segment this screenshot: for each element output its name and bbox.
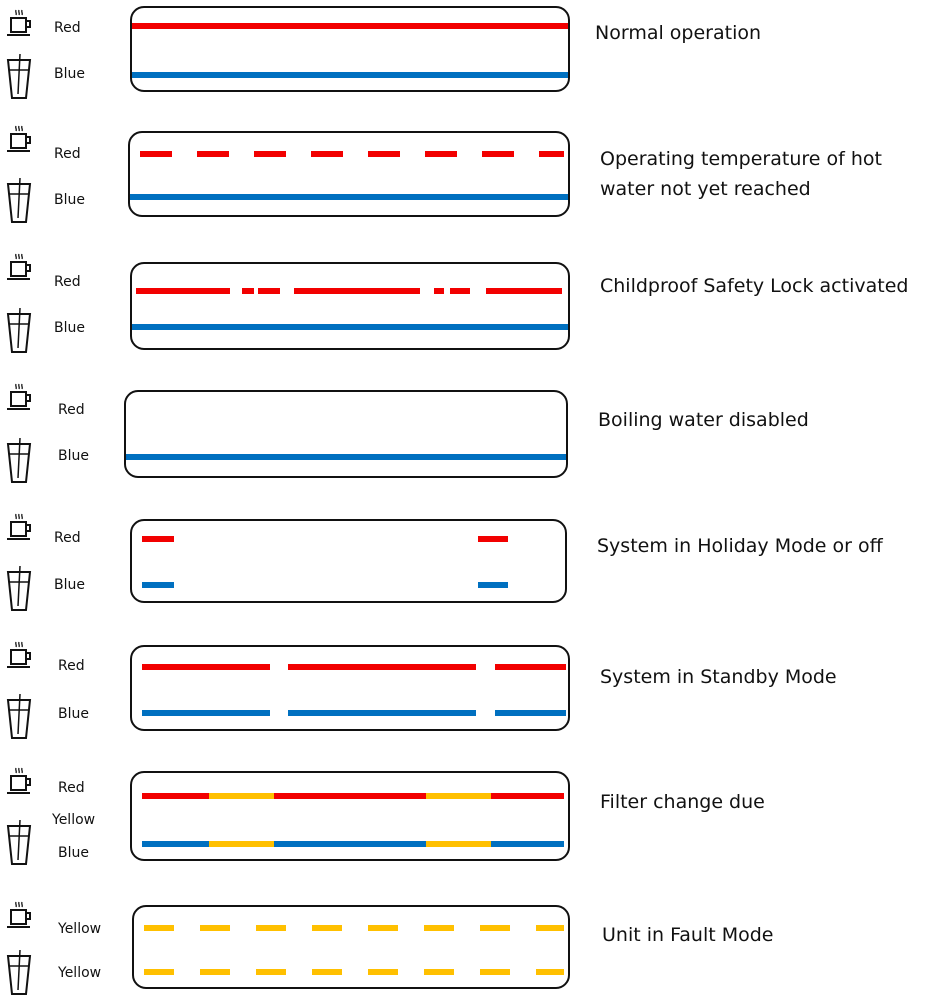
color-label: Yellow (58, 921, 101, 937)
hot-cup-icon (4, 900, 36, 932)
light-strip-red (132, 23, 568, 29)
color-label: Red (58, 780, 85, 796)
light-strip-red-dashed (140, 151, 564, 157)
light-segment-red (142, 536, 174, 542)
color-label: Blue (58, 706, 89, 722)
light-segment-blue (142, 582, 174, 588)
status-description: Childproof Safety Lock activated (600, 271, 908, 301)
light-strip-blue (130, 194, 568, 200)
status-description: Boiling water disabled (598, 405, 809, 435)
color-label: Red (58, 658, 85, 674)
light-segment-blue (495, 710, 566, 716)
indicator-panel (130, 6, 570, 92)
light-segment-blue (478, 582, 508, 588)
indicator-panel (130, 519, 567, 603)
water-glass-icon (6, 436, 32, 484)
color-label: Blue (54, 66, 85, 82)
hot-cup-icon (4, 512, 36, 544)
indicator-panel (130, 645, 570, 731)
status-description: Operating temperature of hot water not y… (600, 144, 920, 204)
light-strip-blue (132, 72, 568, 78)
light-segment-blue (142, 710, 270, 716)
water-glass-icon (6, 948, 32, 996)
status-description: System in Standby Mode (600, 662, 837, 692)
color-label: Red (58, 402, 85, 418)
indicator-panel (132, 905, 570, 989)
water-glass-icon (6, 692, 32, 740)
water-glass-icon (6, 306, 32, 354)
light-segment-blue (288, 710, 476, 716)
light-strip-blue-yellow (142, 841, 564, 847)
color-label: Blue (54, 320, 85, 336)
light-segment-red (288, 664, 476, 670)
water-glass-icon (6, 52, 32, 100)
color-label: Red (54, 20, 81, 36)
indicator-panel (124, 390, 568, 478)
color-label: Blue (54, 192, 85, 208)
light-segment-red (495, 664, 566, 670)
status-description: System in Holiday Mode or off (597, 531, 883, 561)
hot-cup-icon (4, 766, 36, 798)
color-label: Red (54, 146, 81, 162)
light-strip-yellow-dashed (144, 925, 564, 931)
water-glass-icon (6, 176, 32, 224)
hot-cup-icon (4, 382, 36, 414)
light-strip-yellow-dashed (144, 969, 564, 975)
indicator-panel (130, 771, 570, 861)
light-segment-red (478, 536, 508, 542)
light-strip-blue (132, 324, 568, 330)
color-label: Yellow (52, 812, 95, 828)
color-label: Red (54, 530, 81, 546)
hot-cup-icon (4, 124, 36, 156)
color-label: Blue (58, 448, 89, 464)
indicator-panel (128, 131, 570, 217)
hot-cup-icon (4, 252, 36, 284)
light-segment-red (142, 664, 270, 670)
light-strip-red-pattern (136, 288, 562, 294)
indicator-panel (130, 262, 570, 350)
status-description: Normal operation (595, 18, 761, 48)
color-label: Yellow (58, 965, 101, 981)
status-description: Filter change due (600, 787, 765, 817)
light-strip-red-yellow (142, 793, 564, 799)
color-label: Red (54, 274, 81, 290)
color-label: Blue (58, 845, 89, 861)
hot-cup-icon (4, 640, 36, 672)
light-strip-blue (126, 454, 566, 460)
color-label: Blue (54, 577, 85, 593)
hot-cup-icon (4, 8, 36, 40)
water-glass-icon (6, 818, 32, 866)
water-glass-icon (6, 564, 32, 612)
status-description: Unit in Fault Mode (602, 920, 773, 950)
